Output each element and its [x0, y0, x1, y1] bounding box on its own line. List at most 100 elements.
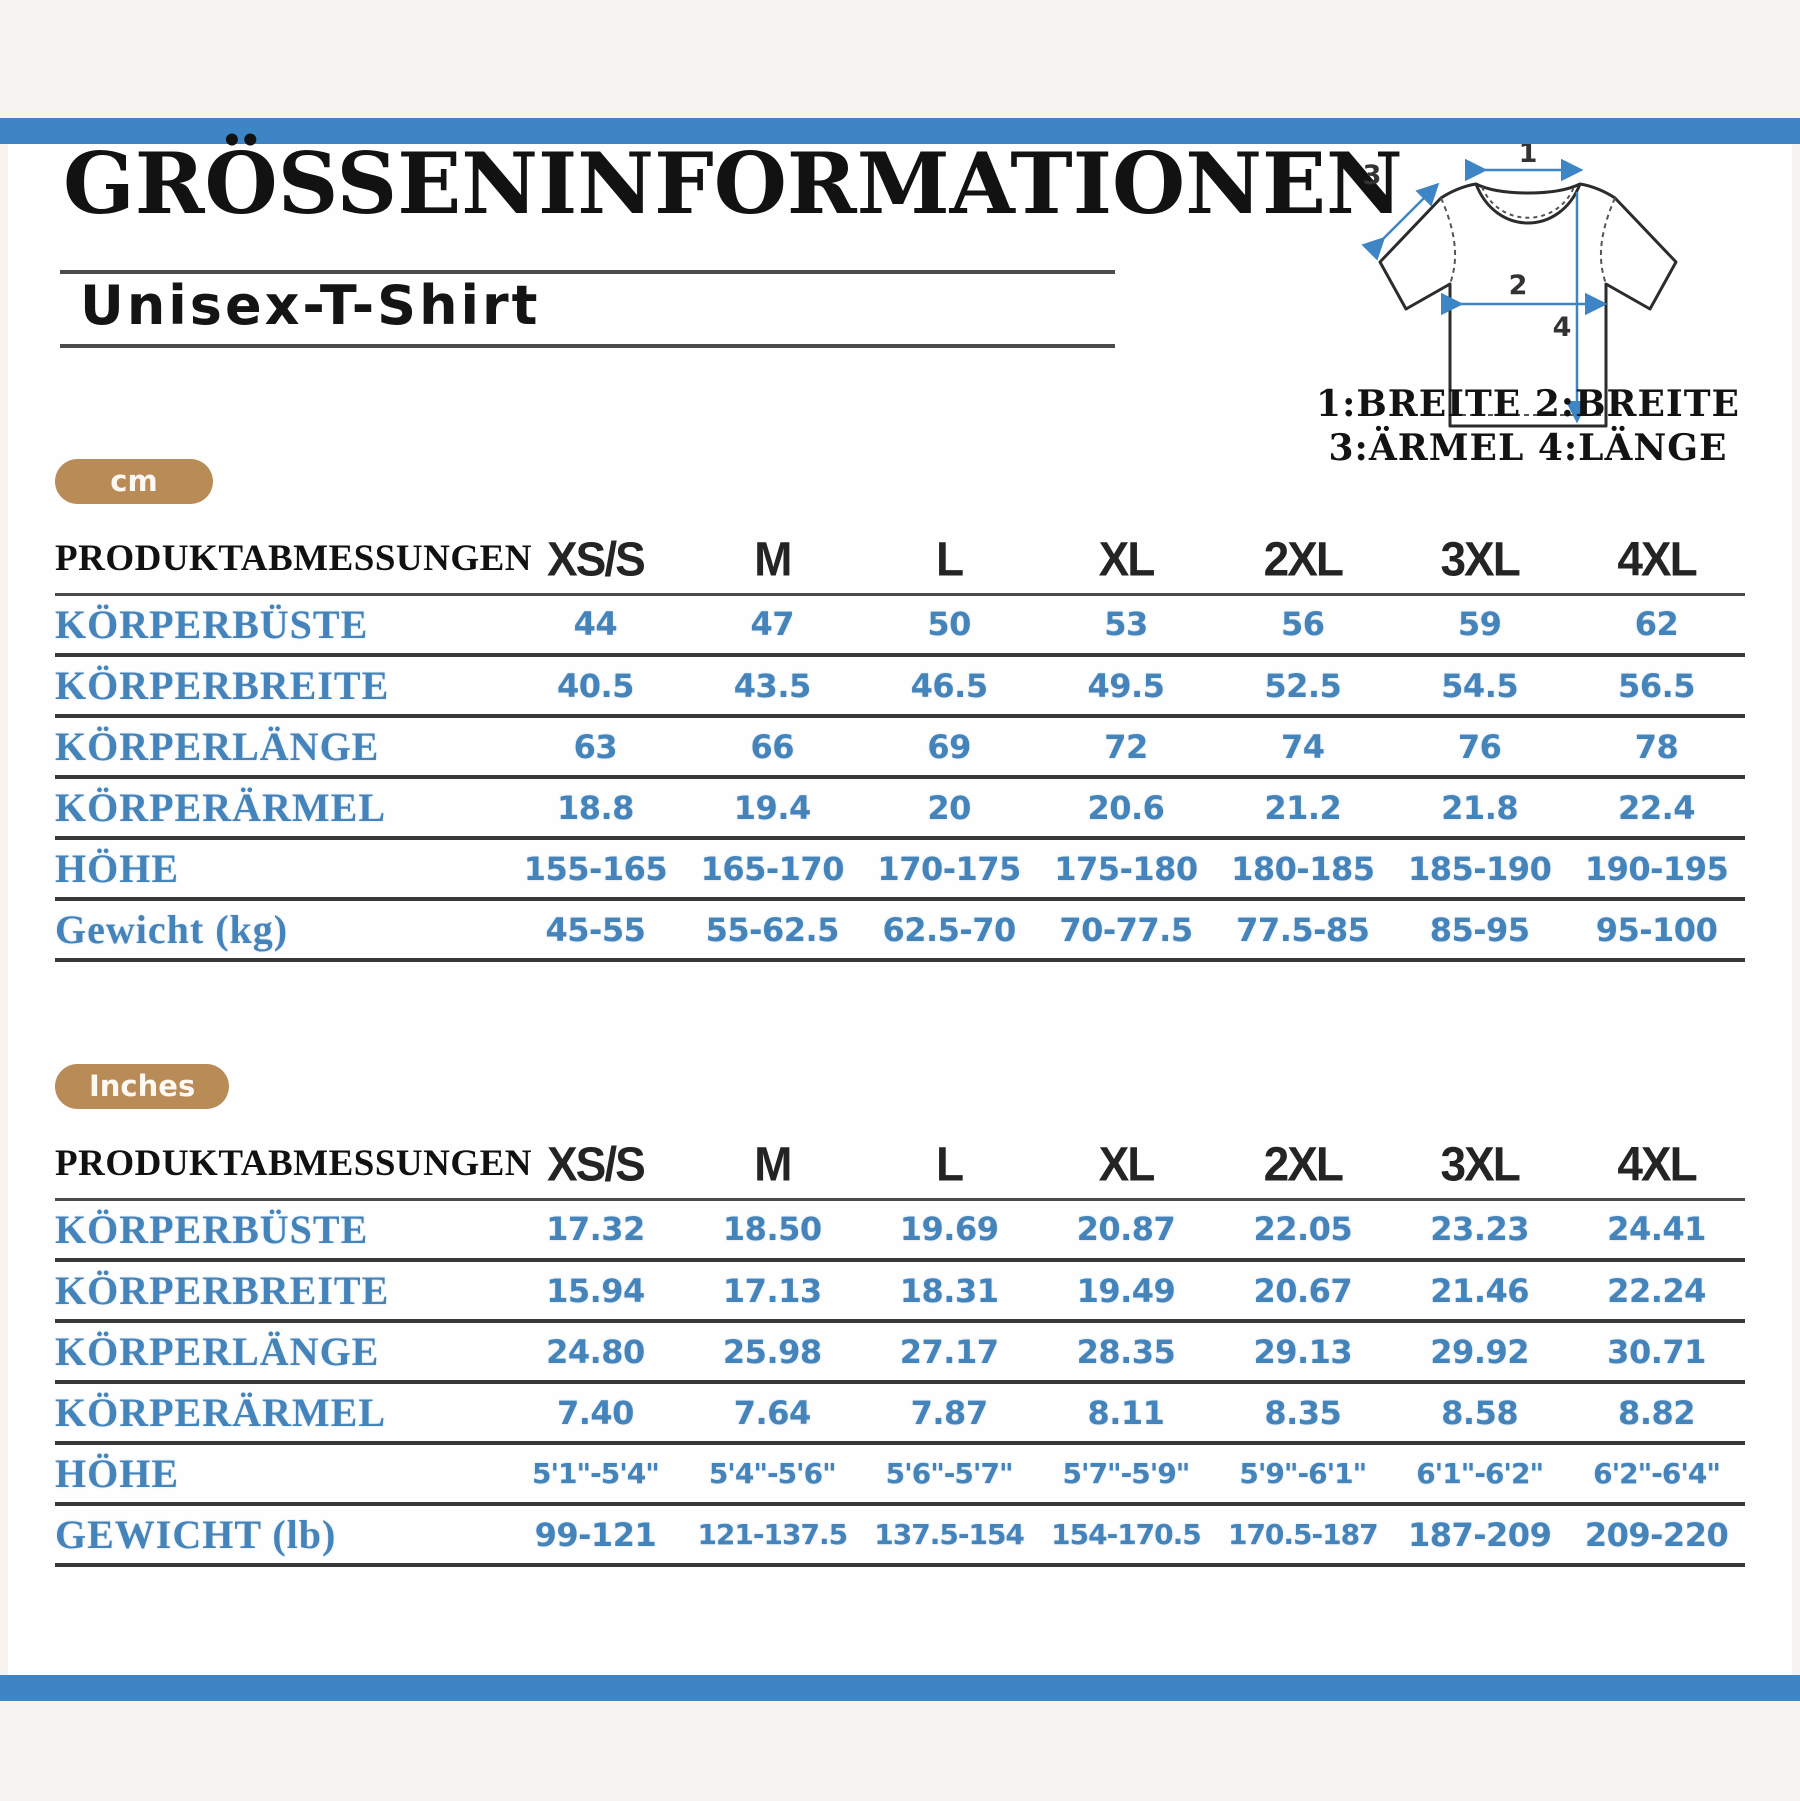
value-cell: 187-209 [1407, 1515, 1552, 1554]
value-cell: 28.35 [1076, 1332, 1176, 1371]
value-cell: 27.17 [899, 1332, 999, 1371]
value-cell: 52.5 [1264, 666, 1342, 705]
value-cell: 175-180 [1054, 849, 1198, 888]
bottom-accent-bar [0, 1675, 1800, 1701]
value-cell: 5'4"-5'6" [708, 1457, 837, 1490]
legend-line-2: 3:ÄRMEL 4:LÄNGE [1328, 427, 1728, 469]
subtitle-divider [60, 344, 1115, 348]
row-label: KÖRPERÄRMEL [55, 785, 386, 830]
value-cell: 21.2 [1264, 788, 1342, 827]
table-row: KÖRPERBÜSTE 17.32 18.50 19.69 20.87 22.05 23.2… [55, 1199, 1745, 1260]
value-cell: 5'7"-5'9" [1062, 1457, 1191, 1490]
top-accent-bar [0, 118, 1800, 144]
value-cell: 8.35 [1264, 1393, 1342, 1432]
size-column-header: XL [1098, 531, 1156, 586]
table-row: GEWICHT (lb) 99-121 121-137.5 137.5-154 154-… [55, 1504, 1745, 1565]
value-cell: 78 [1634, 727, 1679, 766]
value-cell: 18.50 [722, 1210, 822, 1249]
value-cell: 6'2"-6'4" [1593, 1457, 1721, 1490]
row-label: KÖRPERLÄNGE [55, 724, 380, 769]
size-column-header: M [754, 531, 792, 586]
page-title: GRÖSSENINFORMATIONEN [63, 134, 1403, 233]
table-row: HÖHE 155-165 165-170 170-175 175-180 180-185 1… [55, 838, 1745, 899]
inches-size-table-section: Inches PRODUKTABMESSUNGEN XS/S M L XL 2XL 3XL 4… [55, 1064, 1745, 1567]
size-column-header: 3XL [1440, 1136, 1520, 1191]
value-cell: 55-62.5 [705, 910, 840, 949]
value-cell: 165-170 [700, 849, 845, 888]
table-row: KÖRPERBÜSTE 44 47 50 53 56 59 62 [55, 594, 1745, 655]
tshirt-icon: 1 2 3 4 [1361, 138, 1678, 428]
table-row: HÖHE 5'1"-5'4" 5'4"-5'6" 5'6"-5'7" 5'7"-5'9"… [55, 1443, 1745, 1504]
row-label: KÖRPERÄRMEL [55, 1390, 386, 1435]
value-cell: 24.41 [1607, 1210, 1706, 1249]
value-cell: 20.87 [1076, 1210, 1176, 1249]
value-cell: 24.80 [546, 1332, 645, 1371]
marker-label-3: 3 [1363, 160, 1382, 191]
marker-label-4: 4 [1553, 312, 1572, 343]
title-divider [60, 270, 1115, 274]
unit-badge-label: cm [110, 464, 158, 498]
row-label: KÖRPERBREITE [55, 663, 390, 708]
dimensions-column-header: PRODUKTABMESSUNGEN [55, 1143, 533, 1185]
row-label: KÖRPERBÜSTE [55, 601, 369, 647]
left-sleeve-seam [1440, 197, 1457, 285]
value-cell: 21.46 [1430, 1271, 1529, 1310]
value-cell: 49.5 [1087, 666, 1165, 705]
value-cell: 8.58 [1441, 1393, 1519, 1432]
tshirt-measurement-diagram: 1 2 3 4 [1358, 138, 1698, 444]
value-cell: 190-195 [1584, 849, 1729, 888]
value-cell: 8.11 [1087, 1393, 1165, 1432]
table-row: KÖRPERÄRMEL 7.40 7.64 7.87 8.11 8.35 8.58 8.82 [55, 1382, 1745, 1443]
value-cell: 20.67 [1253, 1271, 1353, 1310]
size-column-header: 2XL [1263, 531, 1344, 586]
header-row: PRODUKTABMESSUNGEN XS/S M L XL 2XL 3XL 4XL [55, 525, 1745, 594]
row-label: GEWICHT (lb) [55, 1512, 337, 1557]
value-cell: 170.5-187 [1227, 1518, 1379, 1551]
value-cell: 21.8 [1441, 788, 1519, 827]
value-cell: 185-190 [1407, 849, 1552, 888]
value-cell: 43.5 [733, 666, 811, 705]
size-column-header: L [936, 1136, 964, 1191]
value-cell: 19.49 [1076, 1271, 1176, 1310]
value-cell: 50 [927, 605, 971, 644]
value-cell: 72 [1104, 727, 1148, 766]
value-cell: 29.92 [1430, 1332, 1529, 1371]
table-row: KÖRPERLÄNGE 63 66 69 72 74 76 78 [55, 716, 1745, 777]
value-cell: 56.5 [1618, 666, 1695, 705]
dimensions-column-header: PRODUKTABMESSUNGEN [55, 538, 533, 580]
row-label: KÖRPERBREITE [55, 1268, 390, 1313]
product-subtitle: Unisex-T-Shirt [80, 274, 541, 337]
size-column-header: XL [1098, 1136, 1156, 1191]
row-label: KÖRPERBÜSTE [55, 1206, 369, 1252]
row-label: KÖRPERLÄNGE [55, 1329, 380, 1374]
cm-size-table-section: cm PRODUKTABMESSUNGEN XS/S M L XL 2XL 3XL 4XL KÖ… [55, 459, 1745, 962]
legend-line-1: 1:BREITE 2:BREITE [1316, 383, 1740, 425]
value-cell: 22.05 [1253, 1210, 1353, 1249]
value-cell: 25.98 [722, 1332, 822, 1371]
table-row: KÖRPERBREITE 40.5 43.5 46.5 49.5 52.5 54.5 56.5 [55, 655, 1745, 716]
value-cell: 66 [750, 727, 795, 766]
unit-badge-cm: cm [55, 459, 213, 504]
value-cell: 6'1"-6'2" [1416, 1457, 1544, 1490]
value-cell: 137.5-154 [874, 1518, 1025, 1551]
value-cell: 45-55 [545, 910, 646, 949]
value-cell: 170-175 [877, 849, 1021, 888]
size-table-inches: PRODUKTABMESSUNGEN XS/S M L XL 2XL 3XL 4XL KÖRPE… [55, 1130, 1745, 1567]
value-cell: 18.31 [899, 1271, 999, 1310]
value-cell: 53 [1104, 605, 1148, 644]
value-cell: 5'1"-5'4" [531, 1457, 660, 1490]
value-cell: 85-95 [1429, 910, 1530, 949]
value-cell: 5'6"-5'7" [885, 1457, 1014, 1490]
table-row: KÖRPERÄRMEL 18.8 19.4 20 20.6 21.2 21.8 22.4 [55, 777, 1745, 838]
value-cell: 22.24 [1607, 1271, 1706, 1310]
value-cell: 8.82 [1618, 1393, 1695, 1432]
value-cell: 20 [927, 788, 971, 827]
value-cell: 7.64 [733, 1393, 811, 1432]
size-column-header: 2XL [1263, 1136, 1344, 1191]
value-cell: 15.94 [546, 1271, 645, 1310]
value-cell: 19.69 [899, 1210, 999, 1249]
value-cell: 23.23 [1430, 1210, 1529, 1249]
unit-badge-inches: Inches [55, 1064, 230, 1109]
size-table-cm: PRODUKTABMESSUNGEN XS/S M L XL 2XL 3XL 4XL KÖRPE… [55, 525, 1745, 962]
value-cell: 209-220 [1584, 1515, 1729, 1554]
